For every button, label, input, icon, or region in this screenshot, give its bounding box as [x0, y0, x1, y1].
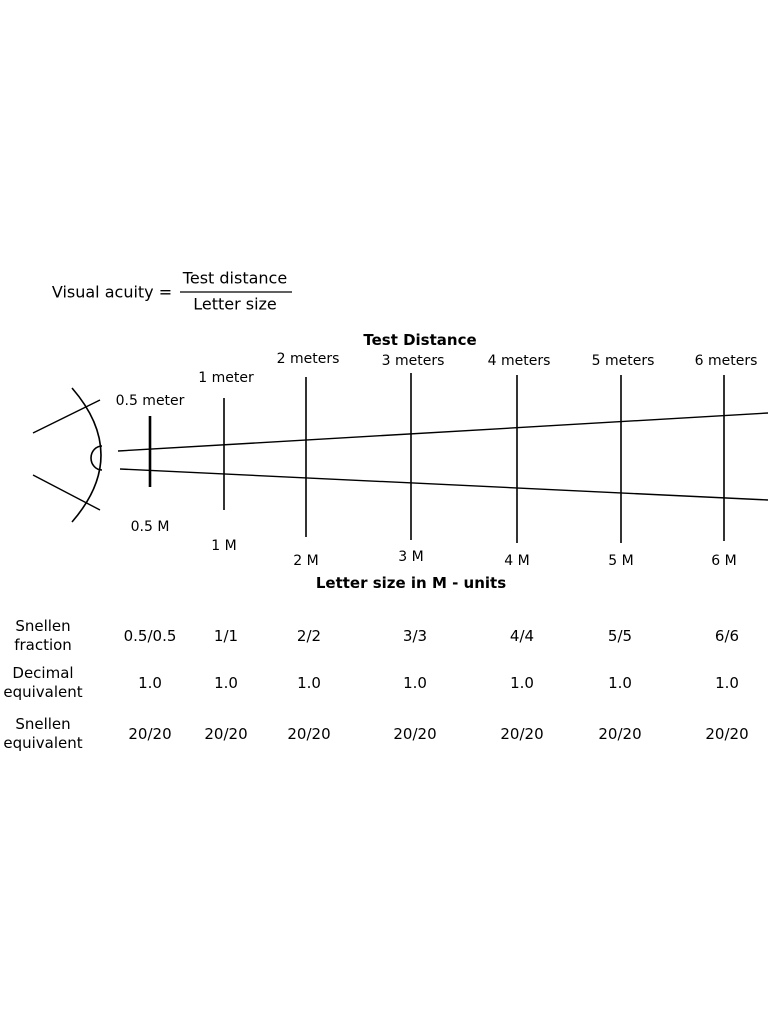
- letter-size-label: 6 M: [711, 553, 737, 569]
- cell: 0.5/0.5: [123, 627, 177, 645]
- cell: 1.0: [297, 674, 321, 692]
- cell: 1/1: [213, 627, 239, 645]
- distance-label: 1 meter: [198, 370, 254, 386]
- ray-upper: [117, 412, 768, 452]
- cell: 20/20: [500, 725, 544, 743]
- distance-label: 4 meters: [487, 353, 551, 369]
- bottom-title: Letter size in M - units: [315, 574, 507, 592]
- cell: 1.0: [403, 674, 427, 692]
- cell: 5/5: [607, 627, 633, 645]
- formula-numerator: Test distance: [182, 268, 288, 288]
- letter-size-label: 1 M: [211, 538, 237, 554]
- top-title: Test Distance: [363, 331, 477, 349]
- distance-label: 2 meters: [276, 351, 340, 367]
- cell: 6/6: [714, 627, 740, 645]
- cell: 1.0: [608, 674, 632, 692]
- cell: 20/20: [598, 725, 642, 743]
- letter-size-label: 0.5 M: [130, 519, 170, 535]
- cell: 20/20: [204, 725, 248, 743]
- distance-label: 3 meters: [381, 353, 445, 369]
- cell: 1.0: [510, 674, 534, 692]
- formula-label: Visual acuity =: [51, 282, 173, 302]
- eyelid-lower: [32, 474, 101, 511]
- eye-globe: [71, 387, 102, 523]
- distance-label: 5 meters: [591, 353, 655, 369]
- letter-size-label: 2 M: [293, 553, 319, 569]
- distance-label: 6 meters: [694, 353, 758, 369]
- cell: 1.0: [138, 674, 162, 692]
- letter-size-label: 5 M: [608, 553, 634, 569]
- distance-label: 0.5 meter: [115, 393, 185, 409]
- cell: 4/4: [509, 627, 535, 645]
- formula-denominator: Letter size: [193, 294, 277, 314]
- cell: 20/20: [128, 725, 172, 743]
- cell: 20/20: [287, 725, 331, 743]
- row-label: Decimal equivalent: [3, 664, 83, 701]
- cell: 1.0: [214, 674, 238, 692]
- letter-size-label: 4 M: [504, 553, 530, 569]
- ray-lower: [119, 468, 768, 501]
- cell: 20/20: [393, 725, 437, 743]
- row-label: Snellen fraction: [14, 617, 72, 654]
- letter-size-label: 3 M: [398, 549, 424, 565]
- eyelid-upper: [32, 399, 101, 434]
- cell: 1.0: [715, 674, 739, 692]
- cell: 20/20: [705, 725, 749, 743]
- eye-lens: [90, 445, 103, 471]
- cell: 2/2: [296, 627, 322, 645]
- row-label: Snellen equivalent: [3, 715, 83, 752]
- cell: 3/3: [402, 627, 428, 645]
